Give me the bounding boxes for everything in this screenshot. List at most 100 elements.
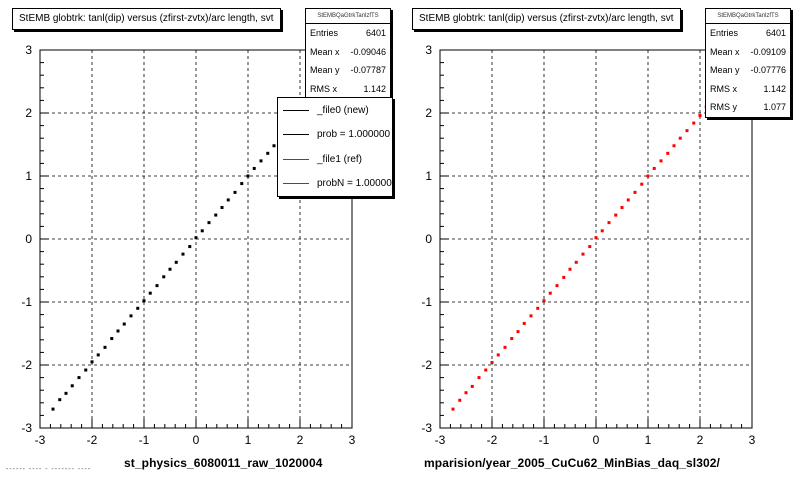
stats-row-entries: Entries 6401 bbox=[306, 24, 390, 43]
plot-frame bbox=[39, 49, 353, 429]
data-point bbox=[614, 213, 618, 217]
x-tick-label: -1 bbox=[539, 433, 550, 447]
stats-label: RMS x bbox=[310, 83, 337, 94]
y-tick-label: -3 bbox=[21, 421, 32, 435]
x-tick-label: -1 bbox=[139, 433, 150, 447]
data-point bbox=[200, 229, 204, 233]
x-tick-label: 3 bbox=[749, 433, 756, 447]
data-point bbox=[529, 314, 533, 318]
data-point bbox=[96, 353, 100, 357]
data-point bbox=[155, 284, 159, 288]
right-panel: StEMB globtrk: tanl(dip) versus (zfirst-… bbox=[400, 0, 800, 480]
y-tick-label: -3 bbox=[421, 421, 432, 435]
stats-row-rms-y: RMS y 1.077 bbox=[706, 98, 790, 117]
stats-value: 6401 bbox=[765, 28, 786, 38]
data-point bbox=[503, 345, 507, 349]
data-point bbox=[51, 407, 55, 411]
data-point bbox=[607, 221, 611, 225]
y-tick-label: 2 bbox=[425, 106, 432, 120]
stats-box-left: StEMBQaGtrkTanlzfTS Entries 6401 Mean x … bbox=[305, 8, 391, 99]
legend-line-black bbox=[283, 134, 309, 136]
stats-value: -0.07787 bbox=[350, 65, 386, 75]
stats-label: Mean x bbox=[310, 46, 340, 57]
stats-value: 1.142 bbox=[763, 83, 786, 94]
data-point bbox=[522, 321, 526, 325]
stats-value: 6401 bbox=[365, 28, 386, 38]
legend-label: prob = 1.000000 bbox=[317, 129, 391, 141]
data-point bbox=[246, 174, 250, 178]
scatter-plot-left: -3 -2 -1 0 1 2 3 -3 -2 -1 0 1 2 3 bbox=[21, 43, 355, 447]
data-point bbox=[103, 345, 107, 349]
data-point bbox=[266, 151, 270, 155]
data-point bbox=[685, 129, 689, 133]
data-point bbox=[259, 159, 263, 163]
data-point bbox=[510, 337, 514, 341]
data-point bbox=[484, 368, 488, 372]
data-point bbox=[581, 252, 585, 256]
data-point bbox=[110, 337, 114, 341]
data-point bbox=[70, 384, 74, 388]
x-axis-title-left: st_physics_6080011_raw_1020004 bbox=[124, 456, 323, 470]
legend-label: _file0 (new) bbox=[317, 104, 369, 116]
y-tick-label: -1 bbox=[421, 295, 432, 309]
data-point bbox=[136, 306, 140, 310]
legend-line-red bbox=[283, 183, 309, 185]
data-point bbox=[568, 267, 572, 271]
data-point bbox=[233, 190, 237, 194]
stats-label: RMS x bbox=[710, 83, 737, 94]
data-point bbox=[574, 260, 578, 264]
stats-label: Entries bbox=[710, 28, 739, 38]
plot-title-right: StEMB globtrk: tanl(dip) versus (zfirst-… bbox=[412, 8, 681, 30]
stats-value: 1.077 bbox=[763, 102, 786, 112]
data-point bbox=[142, 299, 146, 303]
data-point bbox=[640, 182, 644, 186]
stats-row-mean-x: Mean x -0.09109 bbox=[706, 43, 790, 62]
data-point bbox=[626, 198, 630, 202]
stats-label: Entries bbox=[310, 28, 339, 38]
data-point bbox=[666, 151, 670, 155]
y-tick-label: -1 bbox=[21, 295, 32, 309]
x-tick-label: -2 bbox=[87, 433, 98, 447]
data-point bbox=[652, 166, 656, 170]
data-point bbox=[116, 329, 120, 333]
x-tick-label: -3 bbox=[35, 433, 46, 447]
data-point bbox=[272, 144, 276, 148]
data-point bbox=[129, 314, 133, 318]
stats-value: -0.09109 bbox=[750, 46, 786, 57]
legend-entry-probn: probN = 1.000000 bbox=[278, 172, 392, 197]
x-tick-label: 1 bbox=[245, 433, 252, 447]
corner-note: ------ ---- - ------- ---- bbox=[6, 466, 92, 473]
y-tick-label: 3 bbox=[25, 43, 32, 57]
data-point bbox=[240, 182, 244, 186]
data-point bbox=[698, 114, 702, 118]
data-point bbox=[536, 306, 540, 310]
stats-row-mean-x: Mean x -0.09046 bbox=[306, 43, 390, 62]
data-point bbox=[548, 291, 552, 295]
stats-value: -0.07776 bbox=[750, 65, 786, 75]
x-tick-label: 0 bbox=[193, 433, 200, 447]
data-point bbox=[168, 267, 172, 271]
y-tick-label: 1 bbox=[425, 169, 432, 183]
y-tick-label: 3 bbox=[425, 43, 432, 57]
data-point bbox=[496, 353, 500, 357]
data-point bbox=[600, 229, 604, 233]
data-point bbox=[542, 299, 546, 303]
data-point bbox=[588, 245, 592, 249]
data-point bbox=[594, 236, 598, 240]
stats-value: 1.142 bbox=[363, 83, 386, 94]
data-point bbox=[207, 221, 211, 225]
data-point bbox=[562, 275, 566, 279]
y-tick-label: -2 bbox=[21, 358, 32, 372]
stats-row-rms-x: RMS x 1.142 bbox=[306, 80, 390, 99]
data-point bbox=[555, 284, 559, 288]
stats-label: Mean y bbox=[710, 65, 740, 75]
stats-histogram-name: StEMBQaGtrkTanlzfTS bbox=[306, 9, 390, 24]
y-tick-label: 2 bbox=[25, 106, 32, 120]
data-point bbox=[672, 144, 676, 148]
x-tick-label: 2 bbox=[297, 433, 304, 447]
x-tick-label: 2 bbox=[697, 433, 704, 447]
x-tick-label: 1 bbox=[645, 433, 652, 447]
plot-title-left: StEMB globtrk: tanl(dip) versus (zfirst-… bbox=[12, 8, 281, 30]
y-tick-label: 0 bbox=[25, 232, 32, 246]
x-tick-label: 3 bbox=[349, 433, 356, 447]
